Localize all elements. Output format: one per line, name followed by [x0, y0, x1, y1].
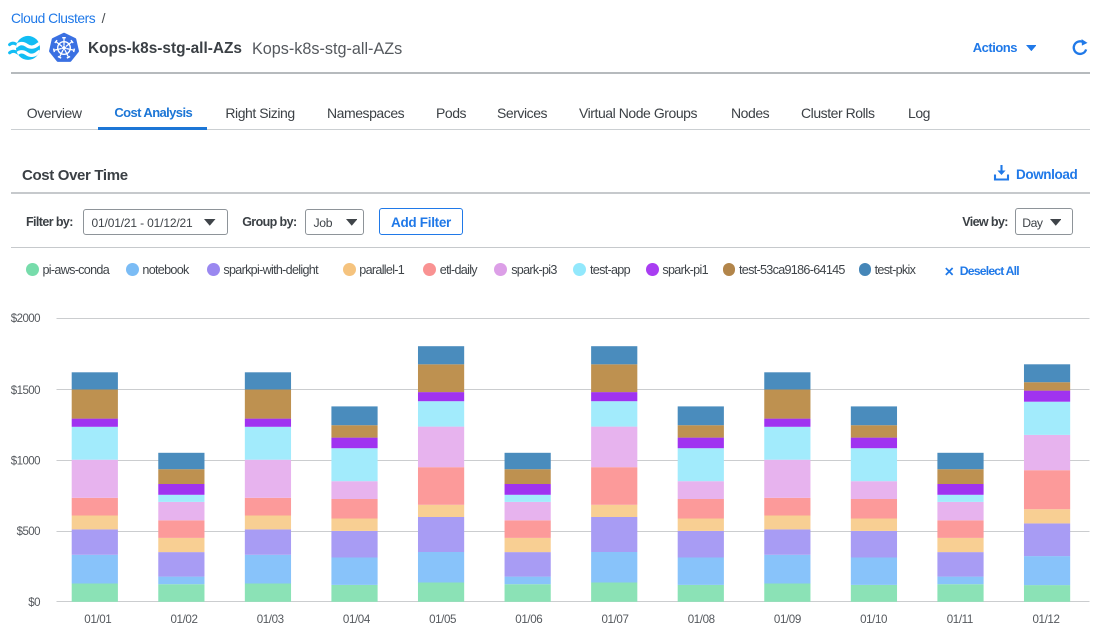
svg-text:$1000: $1000: [11, 456, 40, 468]
svg-text:01/10: 01/10: [860, 613, 887, 626]
svg-text:01/08: 01/08: [688, 613, 715, 626]
svg-text:01/05: 01/05: [429, 613, 456, 626]
svg-text:$1500: $1500: [11, 385, 40, 397]
svg-text:01/09: 01/09: [774, 613, 801, 626]
svg-text:01/07: 01/07: [601, 613, 628, 626]
svg-text:01/06: 01/06: [515, 613, 542, 626]
svg-text:$2000: $2000: [11, 313, 40, 325]
svg-text:01/02: 01/02: [170, 613, 197, 626]
svg-text:01/03: 01/03: [257, 613, 284, 626]
svg-text:$500: $500: [17, 526, 41, 538]
svg-text:01/04: 01/04: [343, 613, 371, 626]
svg-text:$0: $0: [28, 597, 40, 609]
svg-text:01/01: 01/01: [84, 613, 111, 626]
svg-text:01/11: 01/11: [947, 613, 973, 626]
svg-text:01/12: 01/12: [1032, 613, 1059, 626]
